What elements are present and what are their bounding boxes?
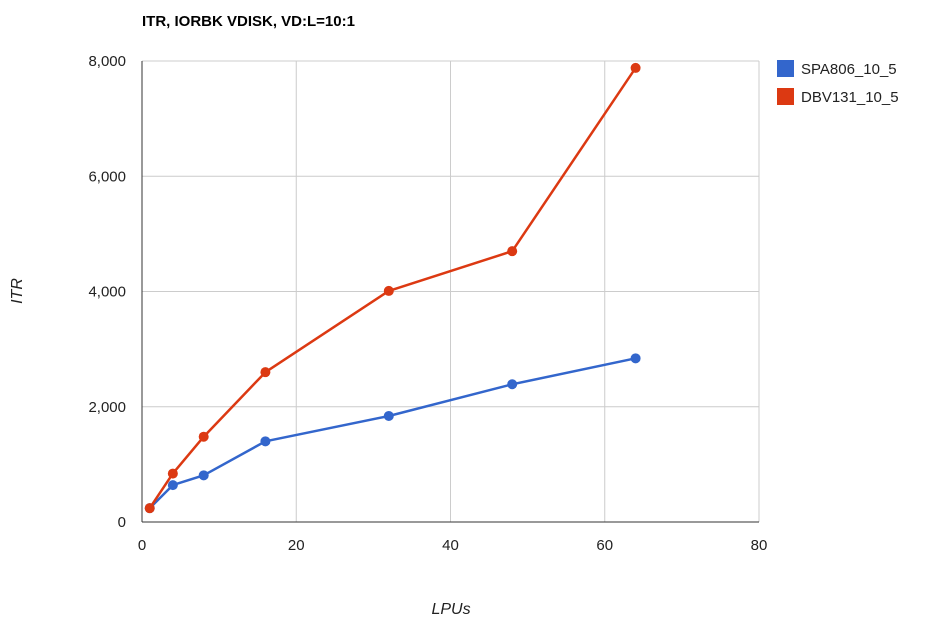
data-point[interactable]: [630, 353, 641, 364]
data-point[interactable]: [383, 410, 394, 421]
data-point[interactable]: [198, 431, 209, 442]
x-tick-label: 40: [442, 537, 459, 554]
data-point[interactable]: [260, 367, 271, 378]
data-point[interactable]: [507, 246, 518, 257]
data-point[interactable]: [630, 62, 641, 73]
data-point[interactable]: [167, 468, 178, 479]
data-point[interactable]: [167, 480, 178, 491]
legend-swatch: [777, 88, 794, 105]
legend-item[interactable]: DBV131_10_5: [777, 88, 899, 106]
series-SPA806_10_5: [144, 353, 641, 514]
series-line: [148, 357, 636, 510]
y-tick-label: 0: [118, 514, 126, 531]
x-tick-label: 60: [596, 537, 613, 554]
data-point[interactable]: [198, 470, 209, 481]
axes: [141, 61, 759, 523]
y-tick-label: 8,000: [88, 53, 126, 70]
legend[interactable]: SPA806_10_5 DBV131_10_5: [777, 60, 899, 106]
y-tick-label: 2,000: [88, 399, 126, 416]
y-tick-label: 4,000: [88, 284, 126, 301]
y-axis-ticks: 0 2,000 4,000 6,000 8,000: [88, 53, 126, 531]
x-tick-label: 20: [288, 537, 305, 554]
data-point[interactable]: [144, 503, 155, 514]
data-point[interactable]: [507, 379, 518, 390]
data-point[interactable]: [260, 436, 271, 447]
grid: [142, 60, 760, 522]
chart-title: ITR, IORBK VDISK, VD:L=10:1: [142, 13, 355, 30]
legend-item[interactable]: SPA806_10_5: [777, 60, 897, 78]
series-DBV131_10_5: [144, 62, 641, 514]
x-axis-title: LPUs: [431, 601, 470, 618]
x-tick-label: 0: [138, 537, 146, 554]
legend-label: DBV131_10_5: [801, 89, 899, 106]
legend-swatch: [777, 60, 794, 77]
y-tick-label: 6,000: [88, 168, 126, 185]
series-group: [144, 62, 641, 514]
x-axis-ticks: 0 20 40 60 80: [138, 537, 768, 554]
x-tick-label: 80: [751, 537, 768, 554]
legend-label: SPA806_10_5: [801, 61, 897, 78]
y-axis-title: ITR: [9, 278, 26, 304]
data-point[interactable]: [383, 285, 394, 296]
